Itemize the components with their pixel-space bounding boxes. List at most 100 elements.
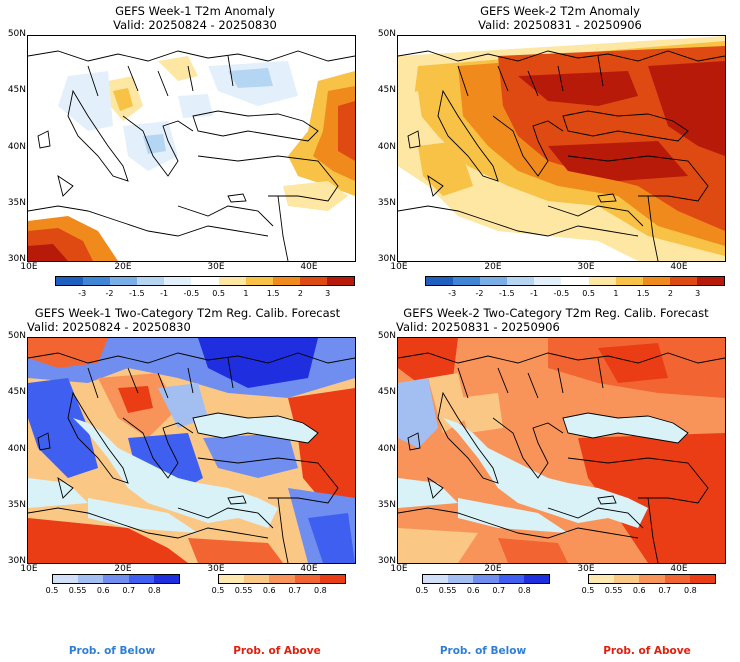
colorbar-segment xyxy=(696,277,725,285)
panel-valid-dates: Valid: 20250824 - 20250830 xyxy=(27,320,191,334)
colorbar-tick-label: 0.7 xyxy=(492,586,506,595)
lon-label: 20E xyxy=(484,262,502,272)
colorbar-segment xyxy=(615,277,643,285)
colorbar-tick-label: -1.5 xyxy=(499,289,515,298)
colorbar-segment xyxy=(448,575,474,583)
colorbar-tick-label: 0.55 xyxy=(234,586,253,595)
colorbar-tick-label: 0.5 xyxy=(212,289,225,298)
colorbar-segment xyxy=(269,575,295,583)
colorbar-segment xyxy=(589,575,615,583)
lat-label: 30N xyxy=(377,556,396,566)
colorbar-segment xyxy=(473,575,499,583)
colorbar-tick-label: 0.8 xyxy=(518,586,531,595)
colorbar-tick-label: 1 xyxy=(243,289,249,298)
colorbar-segment xyxy=(164,277,192,285)
colorbar-tick-label: -0.5 xyxy=(553,289,570,298)
lat-label: 35N xyxy=(377,500,396,510)
colorbar-segment xyxy=(299,277,327,285)
colorbar-segment xyxy=(191,277,219,285)
colorbar-segment xyxy=(664,575,690,583)
colorbar-segment xyxy=(498,575,524,583)
prob-above-colorbar xyxy=(218,574,346,584)
colorbar-tick-label: 0.6 xyxy=(632,586,646,595)
colorbar-tick-label: -1 xyxy=(530,289,539,298)
lon-label: 40E xyxy=(670,262,688,272)
colorbar-tick-label: 0.6 xyxy=(96,586,110,595)
colorbar-segment xyxy=(588,277,616,285)
lat-label: 30N xyxy=(7,556,26,566)
colorbar-segment xyxy=(219,575,245,583)
lon-label: 30E xyxy=(577,564,595,574)
panel-valid-dates: Valid: 20250831 - 20250906 xyxy=(478,18,642,32)
panel-title: GEFS Week-1 Two-Category T2m Reg. Calib.… xyxy=(34,306,341,320)
prob-above-colorbar xyxy=(588,574,716,584)
colorbar-segment xyxy=(689,575,716,583)
colorbar-tick-label: -3 xyxy=(448,289,457,298)
prob-below-legend: Prob. of Below xyxy=(439,645,527,657)
anomaly-colorbar xyxy=(55,276,355,286)
colorbar-segment xyxy=(507,277,535,285)
colorbar-tick-label: 0.7 xyxy=(288,586,302,595)
lat-label: 50N xyxy=(7,29,26,39)
colorbar-tick-label: 0.55 xyxy=(68,586,87,595)
prob-below-colorbar xyxy=(422,574,550,584)
panel-title: GEFS Week-2 Two-Category T2m Reg. Calib.… xyxy=(403,306,709,320)
colorbar-segment xyxy=(103,575,129,583)
colorbar-tick-label: 2 xyxy=(667,289,673,298)
prob-below-legend: Prob. of Below xyxy=(68,645,156,657)
lat-label: 45N xyxy=(7,387,26,397)
colorbar-tick-label: -0.5 xyxy=(183,289,200,298)
colorbar-tick-label: 0.5 xyxy=(415,586,429,595)
panel-title: GEFS Week-1 T2m Anomaly xyxy=(115,4,275,18)
colorbar-segment xyxy=(534,277,562,285)
prob-above-legend: Prob. of Above xyxy=(603,645,691,657)
lat-label: 45N xyxy=(7,85,26,95)
colorbar-tick-label: 3 xyxy=(325,289,331,298)
colorbar-segment xyxy=(110,277,138,285)
probability-map-week2 xyxy=(397,337,726,564)
lat-label: 50N xyxy=(7,331,26,341)
colorbar-segment xyxy=(244,575,270,583)
anomaly-colorbar xyxy=(425,276,725,286)
panel-valid-dates: Valid: 20250831 - 20250906 xyxy=(396,320,560,334)
colorbar-segment xyxy=(669,277,697,285)
colorbar-tick-label: 1 xyxy=(613,289,619,298)
colorbar-segment xyxy=(53,575,79,583)
colorbar-segment xyxy=(245,277,273,285)
colorbar-tick-label: 0.8 xyxy=(314,586,327,595)
colorbar-segment xyxy=(639,575,665,583)
lat-label: 40N xyxy=(377,142,396,152)
colorbar-tick-label: 0.8 xyxy=(148,586,161,595)
colorbar-tick-label: 0.6 xyxy=(262,586,276,595)
colorbar-segment xyxy=(153,575,180,583)
anomaly-map-week2 xyxy=(397,35,726,262)
colorbar-tick-label: -2 xyxy=(105,289,114,298)
colorbar-tick-label: 1.5 xyxy=(636,289,650,298)
colorbar-tick-label: 1.5 xyxy=(266,289,280,298)
colorbar-segment xyxy=(642,277,670,285)
lon-label: 30E xyxy=(207,564,225,574)
colorbar-tick-label: -1 xyxy=(160,289,169,298)
colorbar-segment xyxy=(56,277,84,285)
lat-label: 35N xyxy=(377,198,396,208)
lat-label: 30N xyxy=(7,254,26,264)
lon-label: 40E xyxy=(300,262,318,272)
colorbar-tick-label: 0.7 xyxy=(658,586,672,595)
colorbar-segment xyxy=(128,575,154,583)
colorbar-tick-label: 0.55 xyxy=(604,586,623,595)
panel-valid-dates: Valid: 20250824 - 20250830 xyxy=(113,18,277,32)
lat-label: 30N xyxy=(377,254,396,264)
colorbar-tick-label: 0.5 xyxy=(581,586,595,595)
colorbar-segment xyxy=(294,575,320,583)
lon-label: 10E xyxy=(390,262,408,272)
anomaly-map-week1 xyxy=(27,35,356,262)
lon-label: 40E xyxy=(300,564,318,574)
colorbar-segment xyxy=(319,575,346,583)
colorbar-segment xyxy=(78,575,104,583)
colorbar-segment xyxy=(272,277,300,285)
colorbar-segment xyxy=(561,277,589,285)
lon-label: 30E xyxy=(207,262,225,272)
lat-label: 40N xyxy=(7,444,26,454)
lon-label: 30E xyxy=(577,262,595,272)
colorbar-tick-label: -1.5 xyxy=(129,289,145,298)
